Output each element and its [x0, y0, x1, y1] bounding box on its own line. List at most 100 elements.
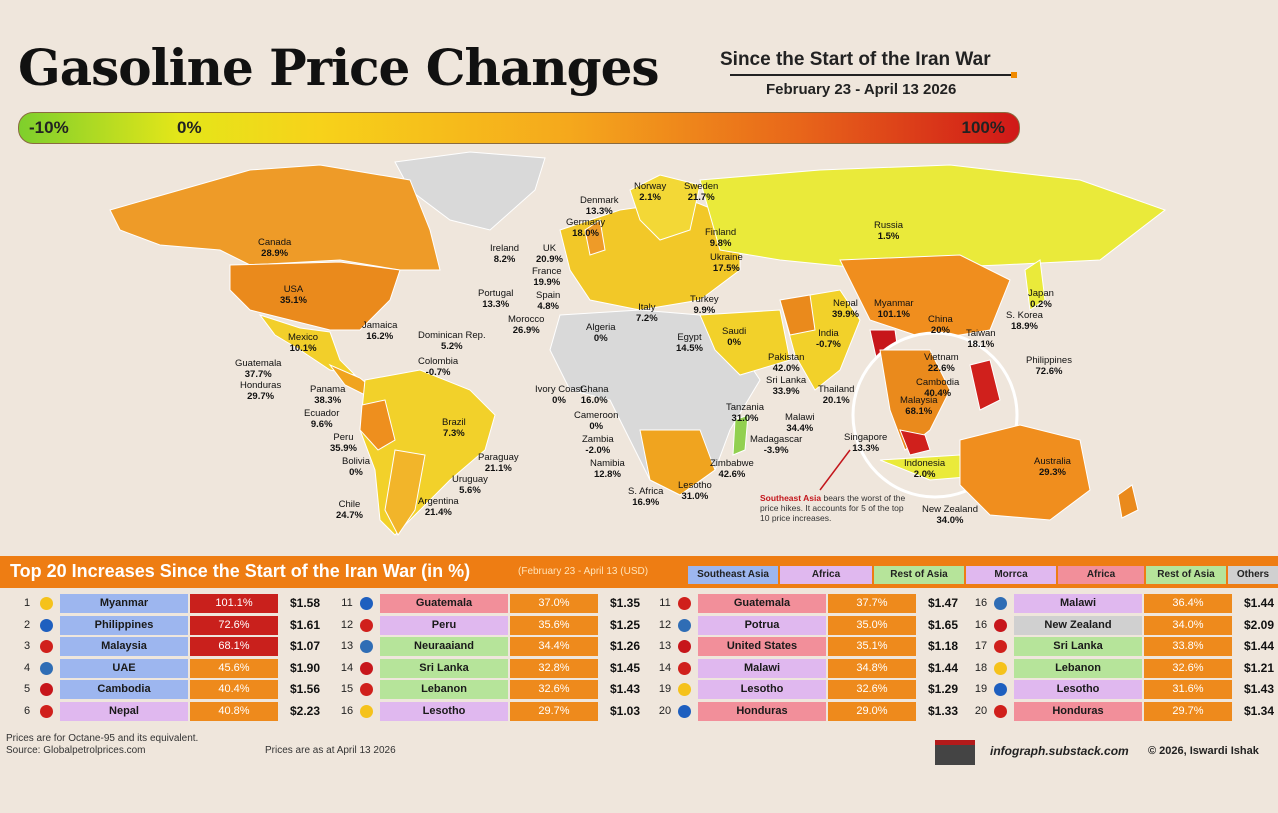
flag-icon — [360, 704, 373, 718]
flag-icon — [678, 683, 691, 696]
label-guatemala: Guatemala 37.7% — [235, 358, 282, 380]
callout-arrow — [819, 449, 851, 491]
label-myanmar: Myanmar 101.1% — [874, 298, 914, 320]
percent-change: 40.4% — [190, 680, 278, 699]
table-title: Top 20 Increases Since the Start of the … — [10, 561, 471, 581]
label-lesotho: Lesotho 31.0% — [678, 480, 712, 502]
percent-change: 35.1% — [828, 637, 916, 656]
subtitle-divider — [730, 74, 1016, 76]
country-name: Honduras — [698, 701, 826, 721]
rank-number: 2 — [23, 618, 31, 631]
label-india: India -0.7% — [816, 328, 841, 350]
country-name: Sri Lanka — [1014, 637, 1142, 656]
rank-number: 18 — [974, 661, 988, 674]
percent-change: 72.6% — [190, 615, 278, 635]
label-sweden: Sweden 21.7% — [684, 181, 719, 203]
rank-number: 12 — [658, 618, 672, 631]
label-italy: Italy 7.2% — [636, 302, 658, 324]
footnote-octane: Prices are for Octane-95 and its equival… — [6, 733, 199, 744]
country-name: Lebanon — [380, 680, 508, 699]
rank-number: 14 — [340, 661, 354, 674]
label-ireland: Ireland 8.2% — [490, 243, 520, 265]
percent-change: 45.6% — [190, 658, 278, 678]
flag-icon — [994, 640, 1007, 653]
country-name: Potrua — [698, 615, 826, 635]
flag-icon — [360, 661, 373, 675]
middle-east-shape — [699, 309, 791, 376]
flag-icon — [994, 597, 1007, 610]
country-name: Guatemala — [698, 594, 826, 613]
price-usd: $1.35 — [609, 596, 641, 610]
site-link[interactable]: infograph.substack.com — [990, 744, 1129, 758]
flag-icon — [40, 683, 53, 696]
percent-change: 35.6% — [510, 615, 598, 635]
country-name: Honduras — [1014, 701, 1142, 721]
label-dominican: Dominican Rep. 5.2% — [418, 330, 486, 352]
percent-change: 34.0% — [1144, 615, 1232, 635]
price-usd: $1.45 — [609, 660, 641, 675]
label-peru: Peru 35.9% — [330, 432, 357, 454]
uk-shape — [584, 219, 606, 256]
price-usd: $1.58 — [289, 596, 321, 610]
flag-icon — [360, 618, 373, 632]
flag-icon — [678, 640, 691, 653]
usa-shape — [229, 261, 401, 331]
label-canada: Canada 28.9% — [258, 237, 292, 259]
price-usd: $1.29 — [927, 682, 959, 696]
flag-icon — [994, 618, 1007, 632]
country-name: Malawi — [698, 658, 826, 678]
label-zimbabwe: Zimbabwe 42.6% — [710, 458, 754, 480]
australia-shape — [959, 424, 1091, 521]
label-honduras: Honduras 29.7% — [240, 380, 282, 402]
country-name: Sri Lanka — [380, 658, 508, 678]
date-range: February 23 - April 13 2026 — [766, 81, 957, 98]
price-usd: $1.90 — [289, 660, 321, 675]
flag-icon — [360, 640, 373, 653]
percent-change: 32.8% — [510, 658, 598, 678]
price-usd: $1.44 — [927, 660, 959, 675]
label-uruguay: Uruguay 5.6% — [452, 474, 488, 496]
russia-shape — [699, 164, 1167, 271]
rank-number: 14 — [658, 661, 672, 674]
canada-shape — [109, 164, 441, 271]
flag-icon — [994, 661, 1007, 675]
label-spain: Spain 4.8% — [536, 290, 561, 312]
percent-change: 37.7% — [828, 594, 916, 613]
flag-icon — [360, 597, 373, 610]
country-name: Philippines — [60, 615, 188, 635]
publisher-logo — [935, 740, 975, 765]
rank-number: 16 — [340, 704, 354, 717]
rank-number: 11 — [341, 597, 353, 609]
label-saudi: Saudi 0% — [722, 326, 747, 348]
percent-change: 68.1% — [190, 637, 278, 656]
percent-change: 37.0% — [510, 594, 598, 613]
region-header: Africa — [1058, 566, 1144, 584]
flag-icon — [678, 661, 691, 675]
price-usd: $1.25 — [609, 617, 641, 632]
rank-number: 17 — [974, 640, 988, 652]
label-usa: USA 35.1% — [280, 284, 307, 306]
flag-icon — [994, 704, 1007, 718]
percent-change: 40.8% — [190, 701, 278, 721]
southeast-asia-callout: Southeast Asia bears the worst of the pr… — [760, 493, 906, 523]
rank-number: 20 — [974, 704, 988, 717]
country-name: UAE — [60, 658, 188, 678]
price-usd: $1.07 — [289, 639, 321, 653]
rank-number: 15 — [340, 683, 354, 695]
price-usd: $1.21 — [1243, 660, 1275, 675]
region-header: Rest of Asia — [874, 566, 964, 584]
rank-number: 16 — [974, 597, 988, 609]
label-namibia: Namibia 12.8% — [590, 458, 625, 480]
label-argentina: Argentina 21.4% — [418, 496, 459, 518]
label-zambia: Zambia -2.0% — [582, 434, 614, 456]
label-china: China 20% — [928, 314, 953, 336]
label-paraguay: Paraguay 21.1% — [478, 452, 519, 474]
southern-africa-shape — [639, 429, 716, 496]
country-name: Lesotho — [380, 701, 508, 721]
country-name: Lebanon — [1014, 658, 1142, 678]
flag-icon — [678, 597, 691, 610]
country-name: United States — [698, 637, 826, 656]
philippines-shape — [969, 359, 1001, 411]
percent-change: 34.8% — [828, 658, 916, 678]
country-name: Peru — [380, 615, 508, 635]
